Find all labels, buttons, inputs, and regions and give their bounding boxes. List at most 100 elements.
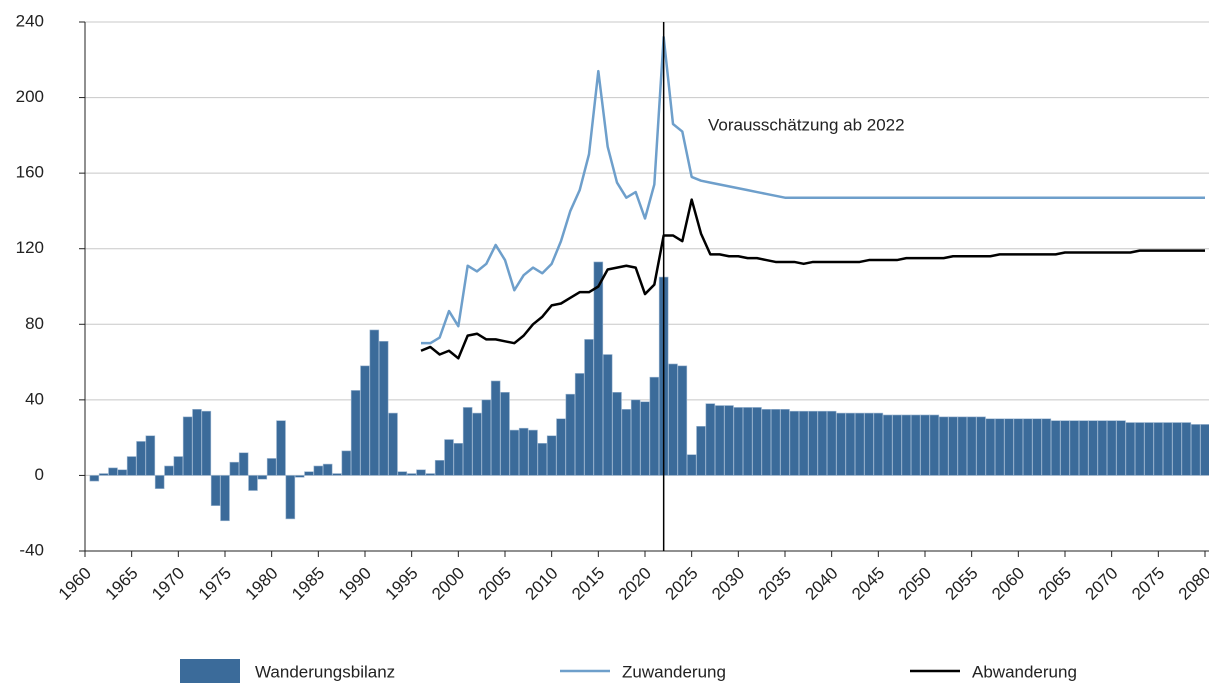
- x-tick-label: 2015: [568, 564, 608, 604]
- x-tick-label: 2010: [521, 564, 561, 604]
- x-tick-label: 1985: [288, 564, 328, 604]
- bar: [378, 340, 389, 476]
- bar: [1013, 418, 1024, 476]
- bar: [444, 439, 454, 476]
- bar: [826, 410, 837, 476]
- bar: [1088, 420, 1098, 476]
- bar: [201, 410, 212, 476]
- x-tick-label: 2035: [755, 564, 795, 604]
- bar: [1022, 418, 1033, 476]
- bar: [276, 420, 286, 476]
- x-tick-label: 2025: [661, 564, 701, 604]
- x-tick-label: 2070: [1081, 564, 1121, 604]
- bar: [621, 409, 632, 476]
- bar: [89, 475, 100, 482]
- bar: [938, 416, 949, 476]
- bar: [173, 456, 184, 476]
- bar: [612, 391, 622, 476]
- bar: [686, 454, 697, 476]
- bar: [1144, 422, 1154, 476]
- bar: [649, 376, 660, 476]
- bar: [752, 407, 762, 476]
- x-tick-label: 2045: [848, 564, 888, 604]
- legend-label: Wanderungsbilanz: [255, 662, 395, 681]
- bar: [985, 418, 996, 476]
- bar: [108, 467, 118, 476]
- x-tick-label: 1975: [195, 564, 235, 604]
- bar: [1041, 418, 1052, 476]
- bar: [210, 475, 221, 506]
- bar: [798, 410, 809, 476]
- bar: [313, 465, 324, 476]
- bar: [164, 465, 174, 476]
- bar: [304, 471, 314, 476]
- x-tick-label: 2055: [941, 564, 981, 604]
- bar: [556, 418, 566, 476]
- y-tick-label: -40: [19, 540, 44, 559]
- bar: [518, 427, 529, 476]
- bar: [640, 401, 650, 476]
- bar: [808, 410, 818, 476]
- bar: [845, 412, 856, 476]
- x-tick-label: 2000: [428, 564, 468, 604]
- x-tick-label: 1965: [101, 564, 141, 604]
- bar: [341, 450, 352, 476]
- bar: [453, 443, 464, 476]
- bar: [1069, 420, 1080, 476]
- legend-label: Abwanderung: [972, 662, 1077, 681]
- bar: [98, 473, 109, 476]
- bar: [546, 435, 557, 476]
- bar: [602, 354, 613, 476]
- bar: [770, 409, 781, 476]
- bar: [220, 475, 230, 522]
- bar: [537, 443, 548, 476]
- bar: [696, 426, 706, 476]
- bar: [873, 412, 884, 476]
- annotation: Vorausschätzung ab 2022: [708, 115, 905, 134]
- bar: [892, 414, 902, 476]
- bar: [462, 407, 473, 476]
- y-tick-label: 160: [16, 163, 44, 182]
- bar: [920, 414, 930, 476]
- x-tick-label: 1990: [335, 564, 375, 604]
- bar: [1106, 420, 1117, 476]
- bar: [1200, 424, 1209, 476]
- bar: [472, 412, 482, 476]
- y-tick-label: 0: [35, 465, 44, 484]
- bar: [901, 414, 912, 476]
- x-tick-label: 1970: [148, 564, 188, 604]
- bar: [929, 414, 940, 476]
- bar: [1125, 422, 1136, 476]
- bar: [630, 399, 641, 476]
- x-tick-label: 2040: [801, 564, 841, 604]
- bar: [677, 365, 688, 476]
- x-tick-label: 2005: [475, 564, 515, 604]
- bar: [1032, 418, 1042, 476]
- bar: [285, 475, 296, 520]
- bar: [182, 416, 193, 476]
- bar: [836, 412, 846, 476]
- bar: [705, 403, 716, 476]
- bar: [864, 412, 874, 476]
- bar: [406, 473, 417, 476]
- bar: [994, 418, 1005, 476]
- y-tick-label: 120: [16, 238, 44, 257]
- y-tick-label: 80: [25, 314, 44, 333]
- bar: [1116, 420, 1126, 476]
- bar: [117, 469, 128, 476]
- bar: [500, 391, 510, 476]
- bar: [136, 441, 146, 476]
- bar: [481, 399, 492, 476]
- bar: [584, 339, 594, 476]
- bar: [1050, 420, 1061, 476]
- x-tick-label: 2080: [1175, 564, 1209, 604]
- line: [421, 35, 1205, 345]
- bar: [565, 393, 576, 476]
- bar: [490, 380, 501, 476]
- y-tick-label: 240: [16, 11, 44, 30]
- bar: [1153, 422, 1164, 476]
- y-tick-label: 200: [16, 87, 44, 106]
- bar: [509, 429, 520, 476]
- bar: [266, 458, 277, 476]
